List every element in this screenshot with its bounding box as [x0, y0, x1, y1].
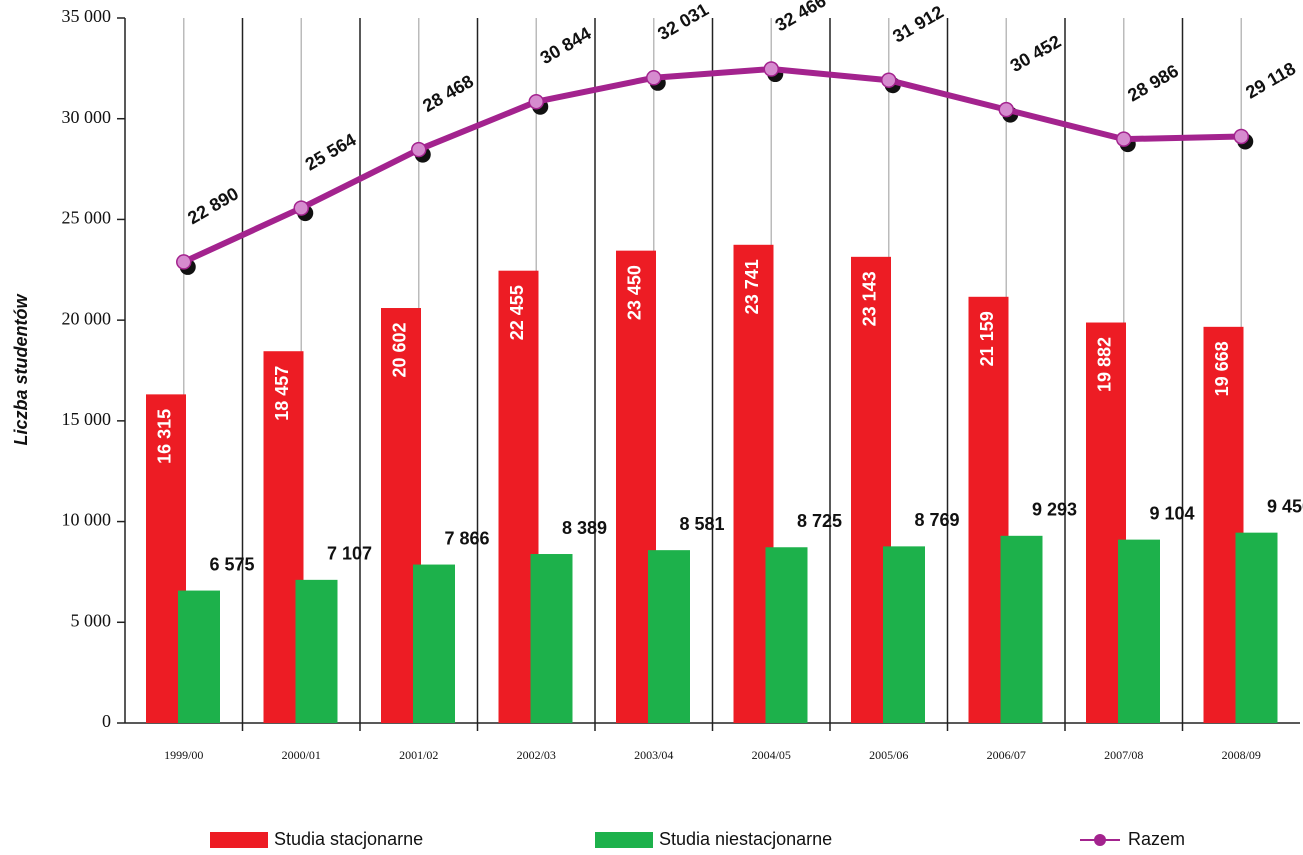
bar — [530, 554, 573, 723]
bar-value-label: 8 581 — [679, 514, 724, 534]
x-tick-label: 2003/04 — [634, 748, 673, 762]
line-value-label: 30 844 — [537, 23, 595, 68]
legend-label: Studia niestacjonarne — [659, 829, 832, 849]
line-value-label: 30 452 — [1007, 31, 1065, 76]
bar-value-label: 9 450 — [1267, 496, 1303, 516]
legend-swatch — [210, 832, 268, 848]
bar-value-label: 8 769 — [914, 510, 959, 530]
bar-value-label: 7 107 — [327, 544, 372, 564]
bar-value-label: 19 668 — [1212, 341, 1232, 396]
bar — [295, 579, 338, 723]
marker — [293, 200, 309, 216]
bar — [883, 546, 925, 723]
marker — [1116, 131, 1132, 147]
y-tick-label: 20 000 — [62, 308, 112, 328]
bar — [765, 547, 808, 723]
bar — [1000, 535, 1043, 723]
legend-swatch — [595, 832, 653, 848]
bar-value-label: 20 602 — [390, 322, 410, 377]
x-tick-label: 2005/06 — [869, 748, 908, 762]
bar — [1118, 539, 1160, 723]
bar-value-label: 23 450 — [625, 265, 645, 320]
line-value-label: 22 890 — [184, 183, 242, 228]
bar-value-label: 8 725 — [797, 511, 842, 531]
bar-value-label: 19 882 — [1095, 337, 1115, 392]
line-value-label: 25 564 — [302, 130, 360, 175]
bar — [178, 590, 220, 723]
bar-value-label: 9 104 — [1149, 503, 1194, 523]
y-tick-label: 30 000 — [62, 107, 112, 127]
bar-value-label: 21 159 — [977, 311, 997, 366]
x-tick-label: 2006/07 — [987, 748, 1026, 762]
line — [182, 66, 1242, 265]
marker — [176, 254, 192, 270]
x-tick-label: 2000/01 — [282, 748, 321, 762]
x-tick-label: 2008/09 — [1222, 748, 1261, 762]
bar — [413, 564, 455, 723]
marker — [1233, 128, 1249, 145]
x-tick-label: 2007/08 — [1104, 748, 1143, 762]
bar-value-label: 6 575 — [209, 554, 254, 574]
line-value-label: 28 986 — [1124, 61, 1182, 106]
y-tick-label: 35 000 — [62, 6, 112, 26]
marker — [411, 141, 427, 158]
y-tick-label: 5 000 — [71, 610, 112, 630]
line-value-label: 32 031 — [654, 0, 712, 44]
line-value-label: 31 912 — [889, 2, 947, 47]
x-tick-label: 2001/02 — [399, 748, 438, 762]
bar-value-label: 7 866 — [444, 528, 489, 548]
bar — [648, 550, 690, 723]
bar-value-label: 16 315 — [155, 409, 175, 464]
line-value-label: 28 468 — [419, 71, 477, 116]
legend-marker — [1094, 834, 1106, 846]
bar-value-label: 8 389 — [562, 518, 607, 538]
marker — [763, 61, 779, 77]
marker — [646, 70, 662, 86]
bar-value-label: 22 455 — [507, 285, 527, 340]
bar-value-label: 18 457 — [272, 366, 292, 421]
line-value-label: 32 466 — [772, 0, 830, 35]
x-tick-label: 1999/00 — [164, 748, 203, 762]
y-tick-label: 25 000 — [62, 208, 112, 228]
marker — [528, 93, 544, 110]
y-tick-label: 0 — [102, 711, 111, 731]
legend-label: Studia stacjonarne — [274, 829, 423, 849]
y-tick-label: 10 000 — [62, 510, 112, 530]
marker — [881, 72, 897, 88]
y-axis-label: Liczba studentów — [11, 294, 31, 446]
marker — [998, 101, 1014, 118]
bar-value-label: 23 741 — [742, 259, 762, 314]
x-tick-label: 2002/03 — [517, 748, 556, 762]
legend-label: Razem — [1128, 829, 1185, 849]
bar — [1235, 532, 1278, 723]
x-tick-label: 2004/05 — [752, 748, 791, 762]
line-value-label: 29 118 — [1242, 58, 1299, 102]
bar-value-label: 23 143 — [860, 271, 880, 326]
y-tick-label: 15 000 — [62, 409, 112, 429]
bar-value-label: 9 293 — [1032, 500, 1077, 520]
